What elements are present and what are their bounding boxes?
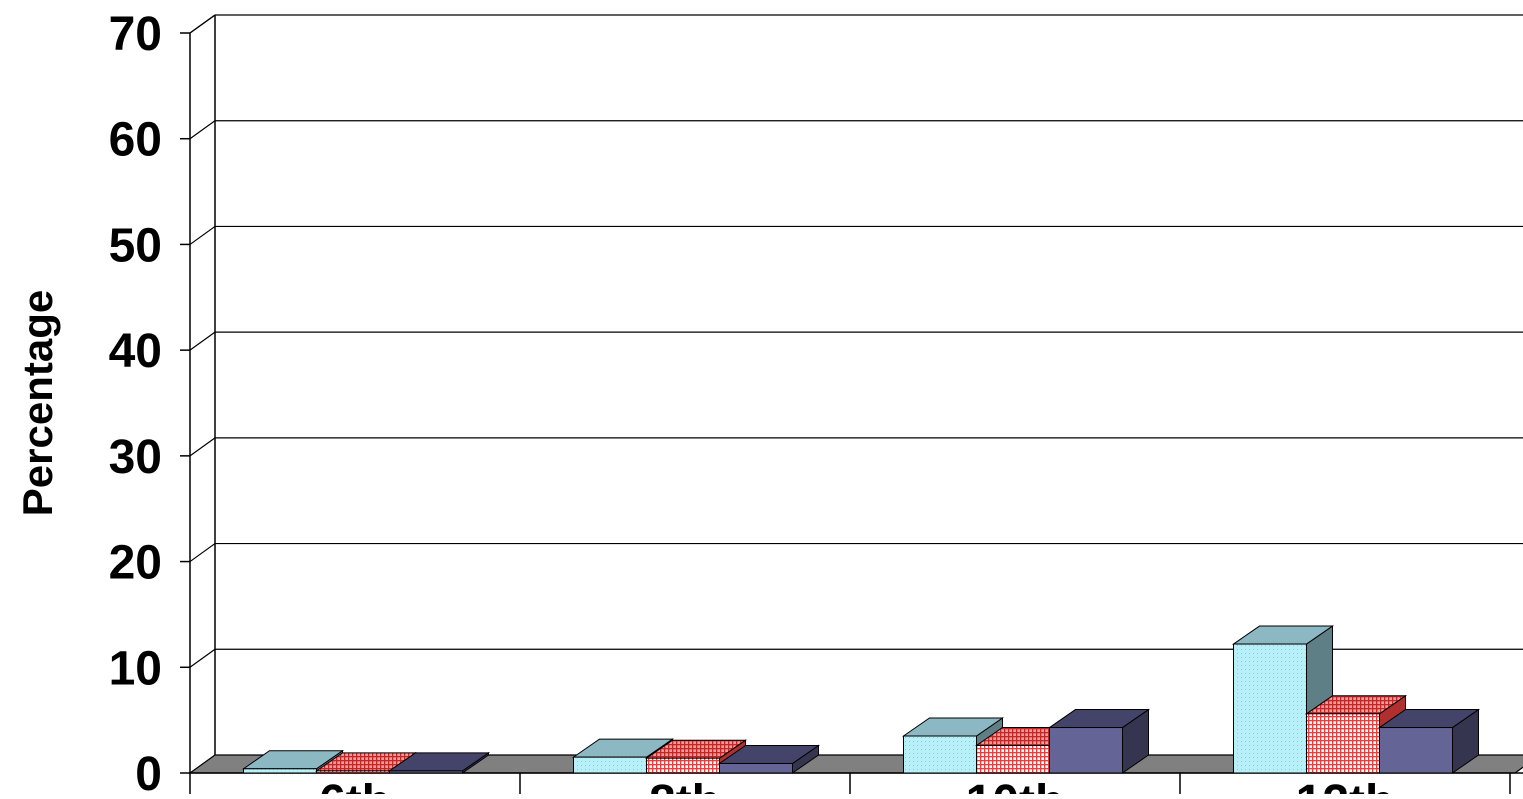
bar-front [316,770,390,774]
y-tick-label: 0 [135,748,162,794]
x-tick-label: 6th [319,776,391,794]
bar-front [1379,727,1453,774]
top-edge [189,14,216,34]
bar-front [1233,643,1307,774]
x-tick-label: 10th [966,776,1065,794]
bar [717,744,821,774]
x-tick-label: 8th [649,776,721,794]
bar-front [243,768,317,774]
bar-front [976,745,1050,774]
bar-front [903,735,977,774]
bars [241,625,1481,774]
bar-front [719,762,793,774]
gridline-side [189,331,216,351]
y-axis-title: Percentage [14,290,61,516]
x-tick-label: 12th [1296,776,1395,794]
y-tick-label: 30 [109,431,162,484]
bar [1377,708,1481,774]
y-tick-label: 40 [109,325,162,378]
bar-front [646,757,720,774]
y-tick-label: 50 [109,219,162,272]
bar-front [389,770,463,774]
gridline-side [189,120,216,140]
labels: 0 10 20 30 40 50 60 70 6th 8th 10th 12th [109,8,1395,799]
gridline-side [189,225,216,245]
bar-front [573,756,647,774]
gridline-side [189,543,216,563]
gridlines [189,14,1523,668]
y-tick-label: 60 [109,114,162,167]
bar [387,751,491,774]
gridline-side [189,648,216,668]
bar [1047,708,1151,774]
bar [644,739,748,774]
gridline-side [189,437,216,457]
y-tick-label: 10 [109,642,162,695]
bar-front [1049,727,1123,774]
bar-front [1306,713,1380,774]
y-tick-label: 20 [109,537,162,590]
y-tick-label: 70 [109,8,162,61]
